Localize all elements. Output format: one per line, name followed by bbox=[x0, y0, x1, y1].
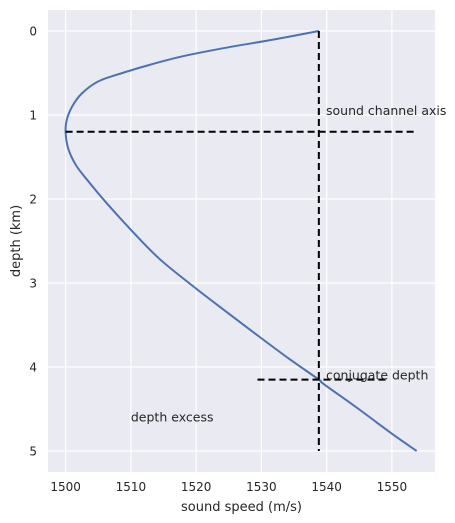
y-tick-label: 2 bbox=[29, 193, 37, 207]
x-tick-label: 1550 bbox=[377, 480, 408, 494]
annotation-label: conjugate depth bbox=[326, 368, 428, 383]
annotation-label: sound channel axis bbox=[326, 103, 446, 118]
annotation-label: depth excess bbox=[131, 410, 214, 425]
y-tick-label: 3 bbox=[29, 277, 37, 291]
x-tick-label: 1500 bbox=[50, 480, 81, 494]
y-tick-labels: 0 1 2 3 4 5 bbox=[29, 25, 37, 459]
y-tick-label: 0 bbox=[29, 25, 37, 39]
y-tick-label: 4 bbox=[29, 361, 37, 375]
x-tick-label: 1540 bbox=[311, 480, 342, 494]
dashed-guide-lines bbox=[65, 31, 417, 451]
x-gridlines bbox=[65, 10, 393, 472]
y-axis-label: depth (km) bbox=[9, 205, 24, 277]
x-axis-label: sound speed (m/s) bbox=[181, 500, 302, 515]
plot-background bbox=[48, 10, 435, 472]
sound-speed-curve bbox=[64, 30, 418, 452]
y-tick-label: 1 bbox=[29, 109, 37, 123]
x-tick-labels: 1500 1510 1520 1530 1540 1550 bbox=[50, 480, 407, 494]
x-tick-label: 1510 bbox=[116, 480, 147, 494]
y-tick-label: 5 bbox=[29, 445, 37, 459]
x-tick-label: 1520 bbox=[181, 480, 212, 494]
y-gridlines bbox=[48, 30, 435, 452]
annotations: sound channel axis conjugate depth depth e… bbox=[131, 103, 447, 425]
x-tick-label: 1530 bbox=[246, 480, 277, 494]
